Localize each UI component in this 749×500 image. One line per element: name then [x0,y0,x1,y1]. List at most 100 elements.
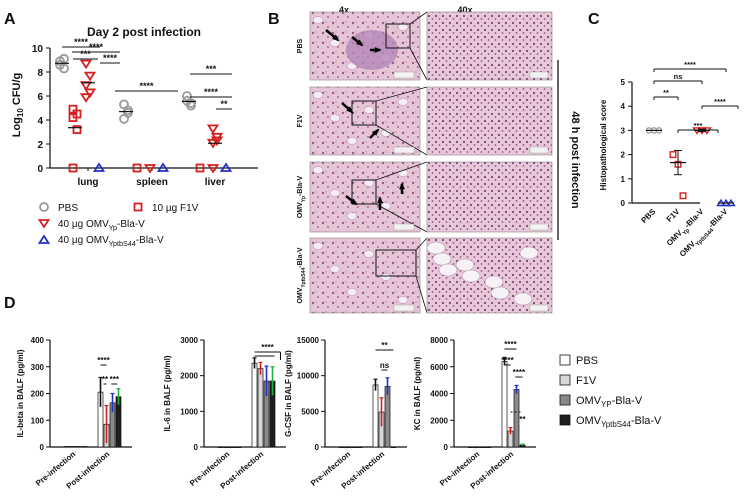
y-tick-label: 1000 [180,407,198,416]
sig-label: **** [204,87,219,97]
y-tick-label: 6 [37,92,43,103]
ylabel-tail: CFU/g [11,73,23,108]
x-tick-label-main: F1V [665,207,682,224]
bar [251,362,258,448]
y-axis-label: IL-6 in BALF (pg/ml) [163,355,172,431]
y-tick-label: 4 [621,102,626,111]
alveolus [329,114,341,122]
scale-bar [393,71,415,79]
row-label: PBS [297,38,304,53]
f1v-point [68,113,78,122]
zoom-line [409,11,428,25]
legend-label-tail: -Bla-V [117,219,145,230]
alveolus [346,212,358,220]
legend-label: PBS [58,203,78,214]
x-tick-label-sub: YptbS44 [695,227,716,248]
panel-label-a: A [4,11,16,28]
panel-a-title: Day 2 post infection [87,25,201,39]
y-tick-label: 2 [621,151,626,160]
legend-label-main: PBS [576,355,598,367]
bar [344,446,351,448]
row-label-sub: YptbS44 [301,268,307,288]
legend-label: 40 µg OMVYptbS44-Bla-V [58,235,164,248]
x-tick-label: PBS [639,207,657,225]
bar [338,446,345,448]
f1v-point [72,125,82,134]
legend-swatch [559,414,571,426]
scale-bar [393,223,415,231]
zoom-line [415,237,428,251]
row-label-main: F1V [297,114,304,127]
panel-b-histology: 4x 40xPBSF1VOMVYp-Bla-VOMVYptbS44-Bla-V48… [297,5,581,314]
sig-label: **** [714,97,726,106]
sig-label: **** [261,343,274,352]
f1v-point [68,163,78,173]
col-header-40x: 40x [457,5,472,15]
alveolus [363,106,375,114]
bar [473,446,480,448]
histology-4x-image [309,86,421,156]
zoom-box [351,100,377,126]
alveolus [363,250,375,258]
scale-bar [529,71,549,79]
row-label-main: OMV [297,202,304,218]
sig-label: ns [674,72,683,81]
y-tick-label: 100 [31,416,45,425]
legend-label-tail: -Bla-V [136,235,164,246]
row-label-sub: Yp [301,196,307,202]
alveolus [438,263,458,277]
scale-bar [393,146,415,154]
omv-yp-point [83,71,97,82]
bar [501,361,508,448]
x-tick-label-tail: -Bla-V [683,207,706,230]
alveolus [397,98,409,106]
alveolus [484,275,504,289]
alveolus [312,166,324,174]
legend-label: OMVYP-Bla-V [576,395,643,409]
omv-yp-point [79,59,93,70]
y-tick-label: 0 [194,443,199,452]
category-label: lung [77,177,98,188]
y-tick-label: 4 [37,116,43,127]
scale-bar [529,223,549,231]
arrow-head [372,128,380,136]
sig-label: **** [103,53,118,63]
alveolus [432,252,452,266]
arrow-head [346,106,354,114]
y-tick-label: 6000 [430,363,448,372]
row-label: OMVYptbS44-Bla-V [297,247,307,303]
bar [75,446,82,448]
bar [485,446,492,448]
bar [390,446,397,448]
alveolus [397,296,409,304]
arrow-head [356,39,364,47]
y-tick-label: 200 [31,390,45,399]
y-axis-label: IL-beta in BALF (pg/ml) [16,349,25,437]
y-tick-label: 400 [31,336,45,345]
x-tick-label: F1V [665,207,682,224]
bar [257,368,264,448]
bar [384,386,391,448]
row-label: F1V [297,114,304,127]
alveolus [312,16,324,24]
sig-label: **** [504,340,517,349]
histology-40x-image [426,86,553,156]
f1v-point [679,192,687,200]
row-label-tail: -Bla-V [297,176,304,197]
legend-label: PBS [576,355,598,367]
legend-label-main: PBS [58,203,78,214]
legend-marker [37,234,51,244]
ylabel-main: Log [11,117,23,137]
alveolus [329,189,341,197]
omv-yp-point [79,81,93,91]
zoom-box [351,179,377,205]
scale-bar [393,304,415,312]
y-tick-label: 10000 [297,372,320,381]
bar [467,446,474,448]
legend-swatch [559,374,571,386]
